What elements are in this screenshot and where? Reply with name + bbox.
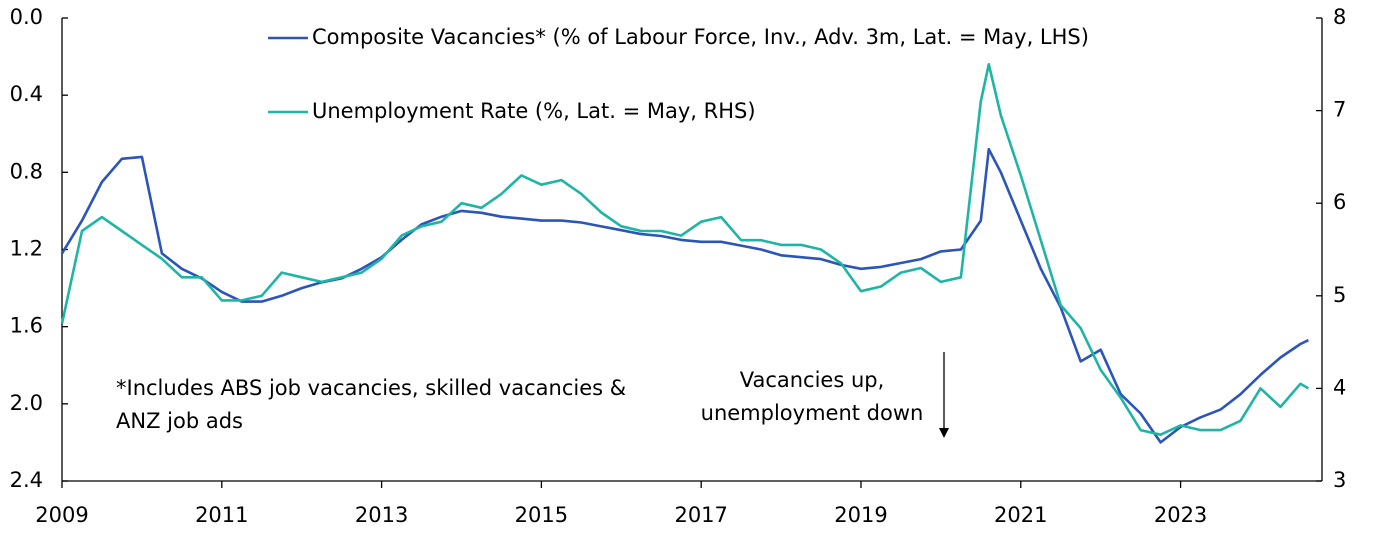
- y-tick-label: 1.2: [10, 237, 43, 261]
- y-tick-label: 0.8: [10, 159, 43, 183]
- annotation: ANZ job ads: [116, 409, 243, 433]
- annotation: *Includes ABS job vacancies, skilled vac…: [116, 376, 626, 400]
- x-tick-label: 2017: [674, 503, 727, 527]
- y2-tick-label: 4: [1333, 375, 1346, 399]
- x-tick-label: 2023: [1154, 503, 1207, 527]
- y2-tick-label: 3: [1333, 468, 1346, 492]
- arrow-head: [939, 428, 949, 438]
- y-tick-label: 0.0: [10, 5, 43, 29]
- series-line: [60, 147, 1309, 444]
- x-tick-label: 2015: [515, 503, 568, 527]
- annotation: unemployment down: [701, 401, 924, 425]
- x-tick-label: 2013: [355, 503, 408, 527]
- x-tick-label: 2019: [834, 503, 887, 527]
- annotation: Vacancies up,: [740, 368, 885, 392]
- y-tick-label: 1.6: [10, 314, 43, 338]
- x-tick-label: 2011: [195, 503, 248, 527]
- y-tick-label: 2.4: [10, 468, 43, 492]
- y-tick-label: 0.4: [10, 82, 43, 106]
- y2-tick-label: 5: [1333, 283, 1346, 307]
- y2-tick-label: 8: [1333, 5, 1346, 29]
- y-tick-label: 2.0: [10, 391, 43, 415]
- y2-tick-label: 6: [1333, 190, 1346, 214]
- x-tick-label: 2021: [994, 503, 1047, 527]
- legend-label: Composite Vacancies* (% of Labour Force,…: [312, 25, 1089, 49]
- x-tick-label: 2009: [35, 503, 88, 527]
- series-line: [60, 63, 1310, 436]
- y2-tick-label: 7: [1333, 98, 1346, 122]
- legend-label: Unemployment Rate (%, Lat. = May, RHS): [312, 99, 756, 123]
